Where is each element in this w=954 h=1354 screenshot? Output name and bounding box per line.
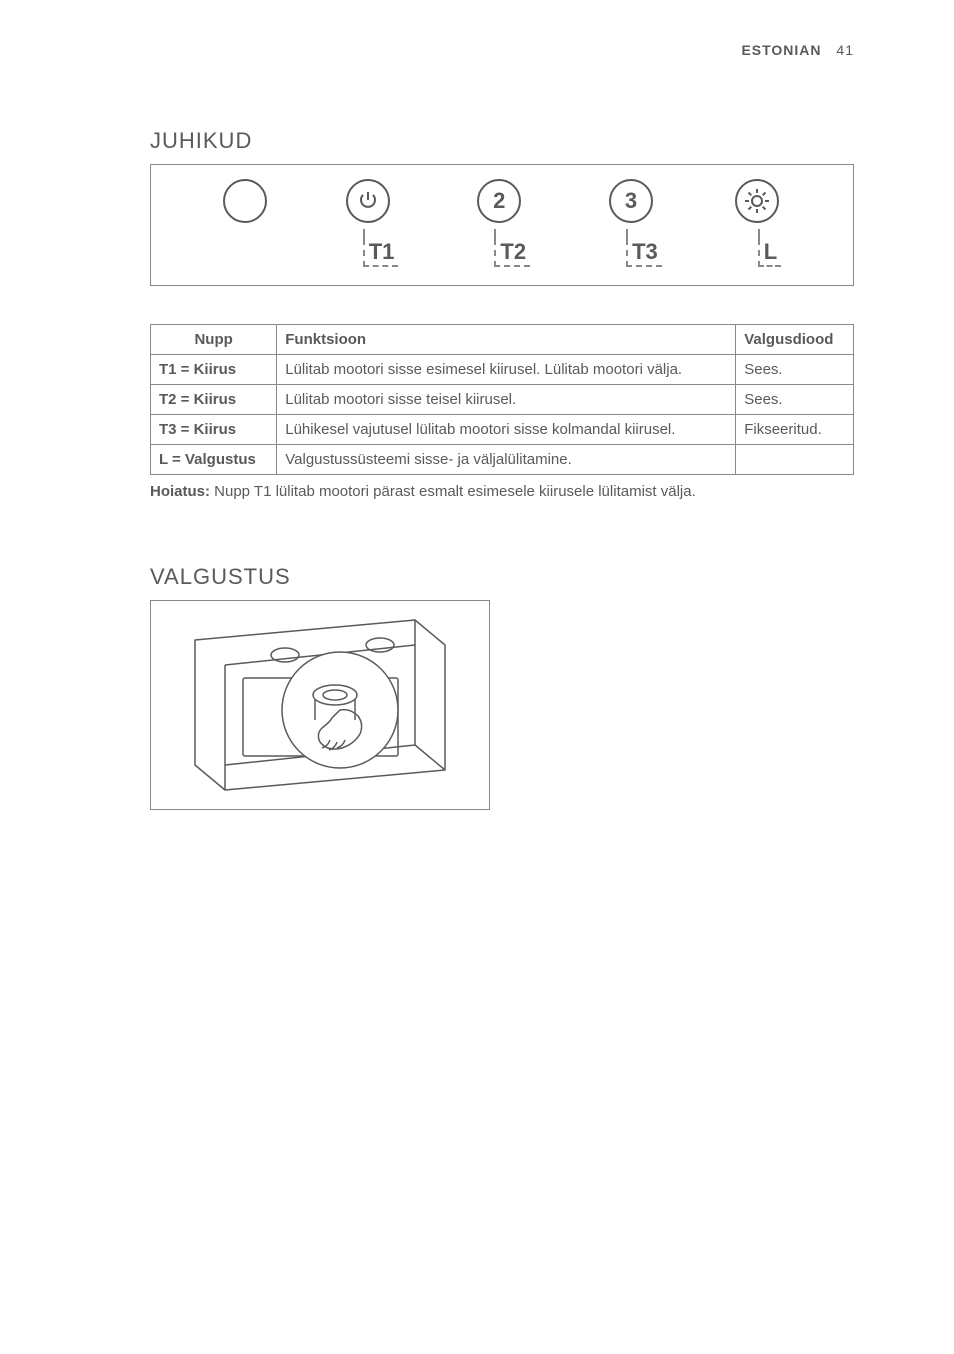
warning-body: Nupp T1 lülitab mootori pärast esmalt es… bbox=[210, 483, 696, 500]
label-t2: T2 bbox=[494, 239, 530, 267]
label-t3: T3 bbox=[626, 239, 662, 267]
warning-label: Hoiatus: bbox=[150, 483, 210, 500]
table-row: T3 = Kiirus Lühikesel vajutusel lülitab … bbox=[151, 415, 854, 445]
cell-valgusdiood: Sees. bbox=[736, 385, 854, 415]
button-t3-group: 3 T3 bbox=[600, 179, 662, 267]
cell-nupp: T2 = Kiirus bbox=[151, 385, 277, 415]
table-row: T1 = Kiirus Lülitab mootori sisse esimes… bbox=[151, 355, 854, 385]
label-l: L bbox=[758, 239, 781, 267]
cell-nupp: T1 = Kiirus bbox=[151, 355, 277, 385]
header-lang: ESTONIAN bbox=[741, 42, 821, 58]
button-t2-label: 2 bbox=[493, 188, 505, 214]
table-row: T2 = Kiirus Lülitab mootori sisse teisel… bbox=[151, 385, 854, 415]
section-title-controls: JUHIKUD bbox=[150, 128, 854, 154]
cell-valgusdiood bbox=[736, 445, 854, 475]
cell-funktsioon: Lülitab mootori sisse teisel kiirusel. bbox=[277, 385, 736, 415]
table-row: L = Valgustus Valgustussüsteemi sisse- j… bbox=[151, 445, 854, 475]
th-funktsioon: Funktsioon bbox=[277, 325, 736, 355]
header-page: 41 bbox=[836, 42, 854, 58]
callout-t2: T2 bbox=[494, 229, 530, 267]
th-nupp: Nupp bbox=[151, 325, 277, 355]
button-t3-label: 3 bbox=[625, 188, 637, 214]
button-l bbox=[735, 179, 779, 223]
button-l-group: L bbox=[732, 179, 781, 267]
power-icon bbox=[356, 189, 380, 213]
indicator-light bbox=[223, 179, 267, 223]
button-t3: 3 bbox=[609, 179, 653, 223]
label-t1: T1 bbox=[363, 239, 399, 267]
th-valgusdiood: Valgusdiood bbox=[736, 325, 854, 355]
hood-light-illustration-icon bbox=[165, 610, 475, 800]
cell-valgusdiood: Fikseeritud. bbox=[736, 415, 854, 445]
callout-t1: T1 bbox=[363, 229, 399, 267]
cell-valgusdiood: Sees. bbox=[736, 355, 854, 385]
page-header: ESTONIAN 41 bbox=[741, 42, 854, 58]
light-icon bbox=[744, 188, 770, 214]
cell-nupp: L = Valgustus bbox=[151, 445, 277, 475]
callout-t3: T3 bbox=[626, 229, 662, 267]
controls-diagram: T1 2 T2 3 T3 bbox=[150, 164, 854, 286]
callout-l: L bbox=[758, 229, 781, 267]
cell-funktsioon: Lülitab mootori sisse esimesel kiirusel.… bbox=[277, 355, 736, 385]
cell-funktsioon: Valgustussüsteemi sisse- ja väljalülitam… bbox=[277, 445, 736, 475]
button-t1 bbox=[346, 179, 390, 223]
button-t1-group: T1 bbox=[337, 179, 399, 267]
page-content: JUHIKUD T1 2 T2 bbox=[150, 128, 854, 810]
lighting-illustration bbox=[150, 600, 490, 810]
section-title-lighting: VALGUSTUS bbox=[150, 564, 854, 590]
button-t2: 2 bbox=[477, 179, 521, 223]
button-t2-group: 2 T2 bbox=[468, 179, 530, 267]
cell-nupp: T3 = Kiirus bbox=[151, 415, 277, 445]
indicator-circle bbox=[223, 179, 267, 223]
warning-text: Hoiatus: Nupp T1 lülitab mootori pärast … bbox=[150, 481, 854, 504]
controls-table: Nupp Funktsioon Valgusdiood T1 = Kiirus … bbox=[150, 324, 854, 475]
cell-funktsioon: Lühikesel vajutusel lülitab mootori siss… bbox=[277, 415, 736, 445]
